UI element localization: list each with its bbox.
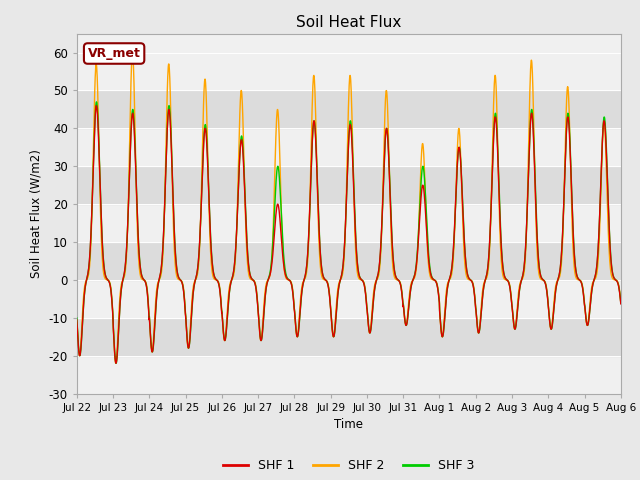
Legend: SHF 1, SHF 2, SHF 3: SHF 1, SHF 2, SHF 3 [218, 455, 479, 477]
Y-axis label: Soil Heat Flux (W/m2): Soil Heat Flux (W/m2) [30, 149, 43, 278]
Bar [77, 128, 621, 166]
Title: Soil Heat Flux: Soil Heat Flux [296, 15, 401, 30]
X-axis label: Time: Time [334, 418, 364, 431]
Bar [77, 52, 621, 90]
Bar [77, 90, 621, 128]
Bar [77, 356, 621, 394]
Text: VR_met: VR_met [88, 47, 141, 60]
Bar [77, 318, 621, 356]
Bar [77, 242, 621, 280]
Bar [77, 204, 621, 242]
Bar [77, 280, 621, 318]
Bar [77, 166, 621, 204]
